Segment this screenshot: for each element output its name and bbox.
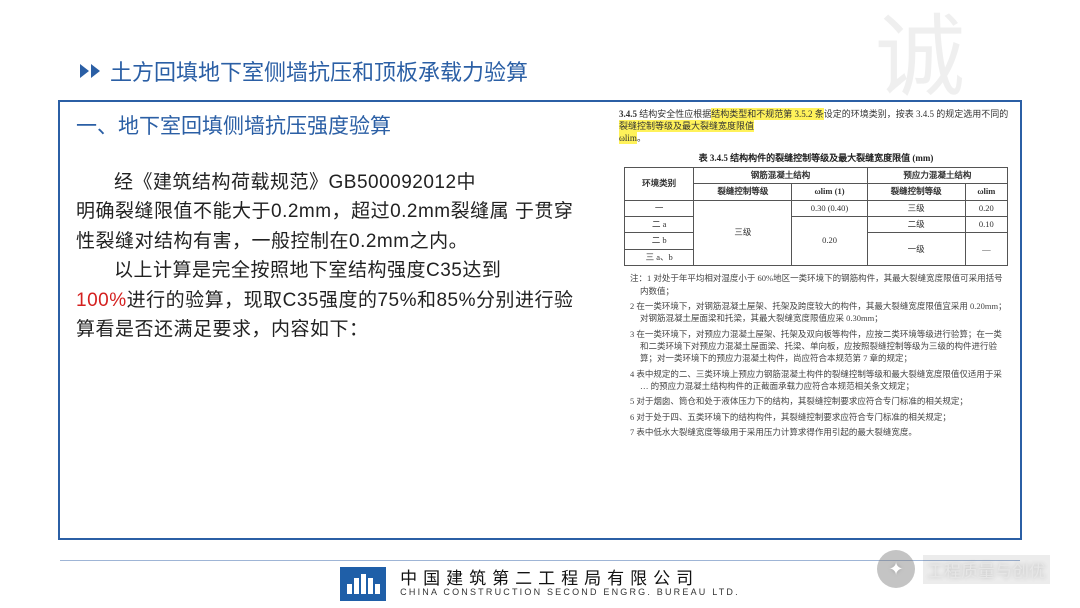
slide-title: 土方回填地下室侧墙抗压和顶板承载力验算 [110, 58, 528, 88]
p2-red-percent: 100% [76, 290, 127, 311]
clause-hl1: 结构类型和不规范第 3.5.2 条 [711, 108, 824, 120]
wechat-label: 工程质量与创优 [923, 555, 1050, 584]
note-item: 5 对于烟囱、筒仓和处于液体压力下的结构，其裂缝控制要求应符合专门标准的相关规定… [630, 395, 1010, 407]
clause-hl2: 裂缝控制等级及最大裂缝宽度限值 [619, 120, 754, 132]
wechat-icon: ✦ [877, 550, 915, 588]
table-row: 环境类别 钢筋混凝土结构 预应力混凝土结构 [625, 167, 1008, 183]
clause-a: 结构安全性应根据 [639, 109, 711, 119]
note-item: 2 在一类环境下，对钢筋混凝土屋架、托架及跨度较大的构件，其最大裂缝宽度限值宜采… [630, 300, 1010, 325]
p2-line2: 进行的验算，现取C35强度的75%和85%分别进行验算看是否还满足要求，内容如下… [76, 290, 574, 340]
reference-excerpt: 3.4.5 结构安全性应根据结构类型和不规范第 3.5.2 条设定的环境类别，按… [616, 106, 1016, 536]
note-item: 6 对于处于四、五类环境下的结构构件，其裂缝控制要求应符合专门标准的相关规定； [630, 411, 1010, 423]
table-row: 二 a 0.20 二级 0.10 [625, 216, 1008, 232]
footer-divider [60, 560, 1020, 561]
reference-notes: 注：1 对处于年平均相对湿度小于 60%地区一类环境下的钢筋构件，其最大裂缝宽度… [616, 272, 1016, 438]
th-pc: 预应力混凝土结构 [867, 167, 1007, 183]
note-item: 4 表中规定的二、三类环境上预应力钢筋混凝土构件的裂缝控制等级和最大裂缝宽度限值… [630, 368, 1010, 393]
th: 裂缝控制等级 [867, 184, 965, 200]
clause-b: 设定的环境类别，按表 3.4.5 的规定选用不同的 [824, 109, 1009, 119]
footer-company-cn: 中国建筑第二工程局有限公司 [400, 570, 740, 589]
wechat-watermark: ✦ 工程质量与创优 [877, 550, 1050, 588]
clause-number: 3.4.5 [619, 109, 637, 119]
note-item: 注：1 对处于年平均相对湿度小于 60%地区一类环境下的钢筋构件，其最大裂缝宽度… [630, 272, 1010, 297]
reference-table: 环境类别 钢筋混凝土结构 预应力混凝土结构 裂缝控制等级 ωlim (1) 裂缝… [624, 167, 1008, 267]
th: ωlim [965, 184, 1007, 200]
th: 裂缝控制等级 [694, 184, 792, 200]
th-env: 环境类别 [625, 167, 694, 200]
footer-company-en: CHINA CONSTRUCTION SECOND ENGRG. BUREAU … [400, 588, 740, 598]
section-heading: 一、地下室回填侧墙抗压强度验算 [76, 110, 586, 140]
company-logo-icon [340, 567, 386, 601]
chevron-bullet-icon [80, 64, 100, 78]
note-item: 3 在一类环境下，对预应力混凝土屋架、托架及双向板等构件，应按二类环境等级进行验… [630, 328, 1010, 365]
slide-header: 土方回填地下室侧墙抗压和顶板承载力验算 [80, 58, 528, 88]
p1-line1: 经《建筑结构荷载规范》GB500092012中 [114, 172, 476, 193]
p1-line2: 明确裂缝限值不能大于0.2mm，超过0.2mm裂缝属 于贯穿性裂缝对结构有害，一… [76, 201, 573, 251]
content-frame: 一、地下室回填侧墙抗压强度验算 经《建筑结构荷载规范》GB500092012中 … [58, 100, 1022, 540]
ref-table-title: 表 3.4.5 结构构件的裂缝控制等级及最大裂缝宽度限值 (mm) [616, 152, 1016, 164]
p2-line1: 以上计算是完全按照地下室结构强度C35达到 [114, 260, 501, 281]
footer-text: 中国建筑第二工程局有限公司 CHINA CONSTRUCTION SECOND … [400, 570, 740, 599]
body-paragraphs: 经《建筑结构荷载规范》GB500092012中 明确裂缝限值不能大于0.2mm，… [76, 168, 586, 345]
table-row: 一 三级 0.30 (0.40) 三级 0.20 [625, 200, 1008, 216]
th: ωlim (1) [792, 184, 867, 200]
clause-hl3: ωlim [619, 132, 637, 144]
left-column: 一、地下室回填侧墙抗压强度验算 经《建筑结构荷载规范》GB500092012中 … [76, 110, 586, 345]
clause-text: 3.4.5 结构安全性应根据结构类型和不规范第 3.5.2 条设定的环境类别，按… [616, 106, 1016, 146]
note-item: 7 表中低水大裂缝宽度等级用于采用压力计算求得作用引起的最大裂缝宽度。 [630, 426, 1010, 438]
th-rc: 钢筋混凝土结构 [694, 167, 867, 183]
